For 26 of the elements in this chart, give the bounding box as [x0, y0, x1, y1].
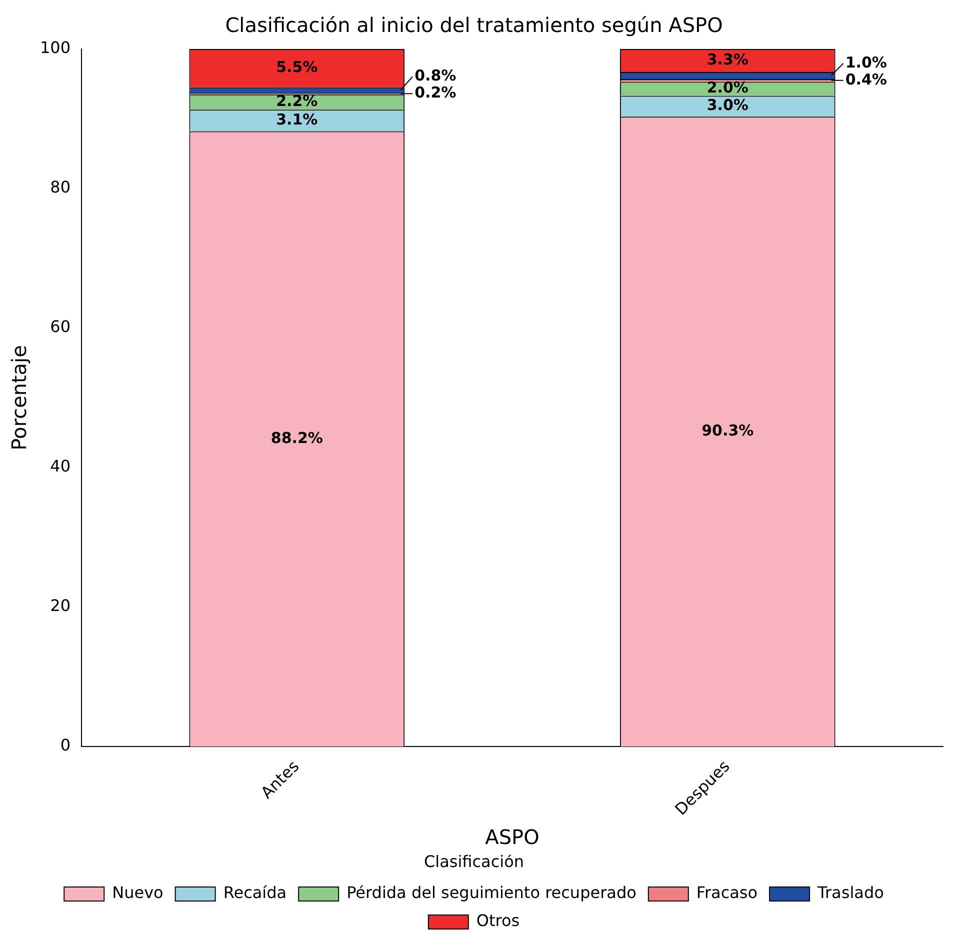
legend-label: Nuevo [112, 883, 164, 902]
data-label: 0.8% [414, 66, 456, 85]
data-label: 5.5% [276, 58, 318, 76]
data-label: 90.3% [702, 421, 754, 440]
data-label: 88.2% [270, 428, 323, 447]
data-label: 0.4% [845, 70, 887, 88]
data-label: 1.0% [845, 53, 887, 72]
chart-title: Clasificación al inicio del tratamiento según ASPO [225, 13, 723, 38]
data-label: 3.0% [706, 96, 748, 114]
legend-label: Fracaso [696, 883, 758, 902]
y-tick-label: 40 [50, 456, 71, 476]
legend-label: Otros [476, 911, 520, 930]
legend-label: Pérdida del seguimiento recuperado [346, 883, 636, 902]
data-label: 3.3% [706, 50, 748, 68]
y-axis-title: Porcentaje [7, 345, 32, 450]
y-tick-label: 0 [60, 736, 71, 755]
data-label: 2.2% [276, 92, 318, 110]
legend-label: Recaída [223, 883, 287, 902]
x-axis-title: ASPO [485, 825, 540, 850]
y-tick-label: 60 [50, 317, 71, 336]
data-label: 3.1% [276, 110, 318, 128]
legend-label: Traslado [816, 883, 884, 902]
data-label: 0.2% [414, 84, 456, 102]
y-tick-label: 80 [50, 178, 71, 197]
y-tick-label: 100 [40, 38, 71, 58]
y-tick-label: 20 [50, 596, 71, 616]
